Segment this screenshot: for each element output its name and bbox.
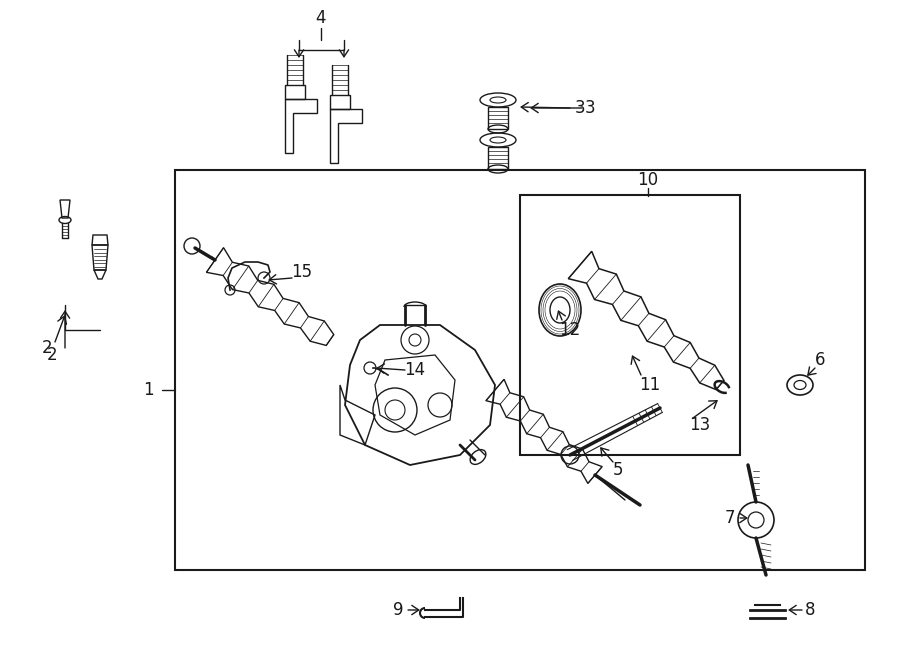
Text: 6: 6 (814, 351, 825, 369)
Text: 9: 9 (392, 601, 403, 619)
Text: 5: 5 (613, 461, 623, 479)
Text: 15: 15 (292, 263, 312, 281)
Text: 8: 8 (805, 601, 815, 619)
Text: 2: 2 (47, 346, 58, 364)
Bar (285, 85, 305, 99)
Text: 14: 14 (404, 361, 426, 379)
Text: 2: 2 (41, 339, 52, 357)
Text: 3: 3 (585, 99, 595, 117)
Text: 12: 12 (560, 321, 580, 339)
Text: 10: 10 (637, 171, 659, 189)
Bar (488, 147, 508, 169)
Bar (175, 170, 865, 570)
Text: 3: 3 (575, 99, 585, 117)
Bar (488, 107, 508, 129)
Text: 4: 4 (316, 9, 326, 27)
Text: 7: 7 (724, 509, 735, 527)
Text: 1: 1 (143, 381, 153, 399)
Bar (520, 195, 740, 455)
Text: 13: 13 (689, 416, 711, 434)
Bar (330, 95, 350, 109)
Text: 11: 11 (639, 376, 661, 394)
